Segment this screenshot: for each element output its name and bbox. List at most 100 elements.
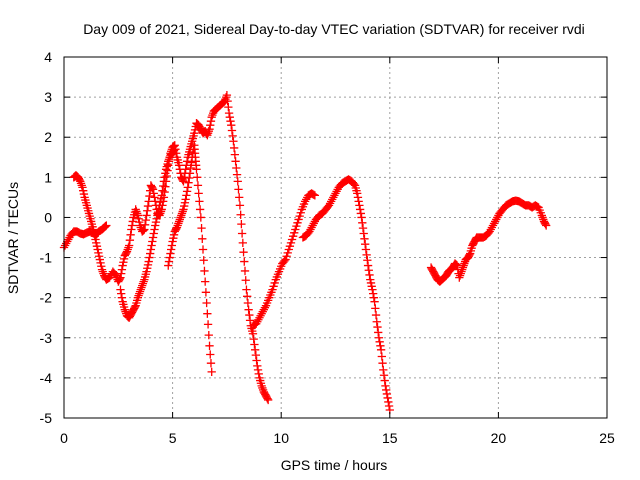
data-point xyxy=(156,194,166,203)
data-point xyxy=(244,305,253,314)
y-tick-label: -4 xyxy=(40,370,53,386)
data-point xyxy=(190,129,199,138)
data-point xyxy=(133,211,142,220)
data-point xyxy=(292,221,301,231)
data-point xyxy=(375,337,384,346)
data-point xyxy=(205,341,214,350)
data-point xyxy=(193,173,202,182)
data-point xyxy=(309,190,318,199)
data-point xyxy=(243,292,252,301)
data-point xyxy=(227,121,236,130)
data-point xyxy=(127,225,136,234)
data-point xyxy=(254,369,263,379)
satellite-trace-2 xyxy=(69,90,273,405)
data-point xyxy=(117,293,127,302)
data-point xyxy=(126,230,135,239)
data-point xyxy=(206,121,215,130)
data-point xyxy=(117,289,126,298)
data-point xyxy=(353,189,362,198)
data-point xyxy=(251,351,261,360)
data-point xyxy=(158,186,167,195)
data-point xyxy=(196,213,205,222)
data-point xyxy=(367,282,376,291)
data-point xyxy=(153,207,163,217)
grid-lines xyxy=(64,57,607,418)
data-point xyxy=(145,191,154,201)
data-point xyxy=(197,223,206,233)
data-point xyxy=(452,260,461,270)
data-point xyxy=(165,253,174,262)
data-point xyxy=(183,183,192,192)
data-point xyxy=(291,225,300,234)
data-point xyxy=(384,397,393,407)
data-point xyxy=(250,340,259,349)
data-point xyxy=(119,258,128,267)
data-point xyxy=(237,229,247,238)
data-point xyxy=(282,252,291,261)
data-point xyxy=(174,161,184,170)
data-point xyxy=(365,270,374,280)
data-point xyxy=(364,266,373,275)
data-point xyxy=(127,221,137,230)
data-point xyxy=(146,245,156,254)
data-point xyxy=(355,205,365,214)
data-point xyxy=(125,236,135,245)
data-point xyxy=(182,161,191,170)
data-point xyxy=(159,177,169,186)
data-point xyxy=(224,109,234,118)
data-point xyxy=(138,226,148,235)
data-point xyxy=(359,229,368,238)
data-point xyxy=(242,285,251,294)
data-point xyxy=(143,260,153,270)
data-point xyxy=(91,235,100,244)
data-point xyxy=(231,157,240,166)
data-point xyxy=(89,225,98,234)
data-point xyxy=(116,285,125,294)
data-point xyxy=(243,298,253,308)
y-tick-label: -5 xyxy=(40,410,53,426)
satellite-trace-4 xyxy=(164,141,216,377)
data-point xyxy=(232,170,242,179)
data-point xyxy=(180,201,189,211)
data-point xyxy=(270,278,279,288)
data-point xyxy=(378,359,387,368)
data-point xyxy=(168,237,177,246)
data-point xyxy=(143,264,152,273)
data-point xyxy=(92,242,102,251)
x-tick-label: 5 xyxy=(169,430,177,446)
y-tick-label: 3 xyxy=(44,89,52,105)
y-tick-label: 4 xyxy=(44,49,52,65)
data-point xyxy=(366,275,375,284)
data-point xyxy=(294,215,303,224)
data-point xyxy=(229,143,239,153)
data-point xyxy=(206,359,216,368)
data-point xyxy=(206,117,216,126)
data-point xyxy=(451,260,460,269)
data-point xyxy=(79,186,88,195)
data-point xyxy=(372,317,381,326)
data-point xyxy=(170,145,179,154)
data-point xyxy=(157,191,166,200)
data-point xyxy=(187,158,196,167)
data-point xyxy=(377,352,386,361)
data-point xyxy=(360,234,369,243)
data-point xyxy=(179,205,188,214)
y-tick-label: -2 xyxy=(40,290,53,306)
data-point xyxy=(252,356,261,365)
data-point xyxy=(235,201,245,210)
data-point xyxy=(358,223,368,233)
data-point xyxy=(234,185,243,194)
data-point xyxy=(172,224,181,233)
data-point xyxy=(376,341,385,350)
data-point xyxy=(179,177,188,186)
data-point xyxy=(155,201,164,210)
data-point xyxy=(205,125,214,134)
data-point xyxy=(169,146,179,155)
data-point xyxy=(198,234,207,243)
data-point xyxy=(245,310,254,320)
data-point xyxy=(169,234,178,243)
data-points xyxy=(59,90,551,415)
data-point xyxy=(204,330,213,340)
data-point xyxy=(238,238,247,247)
